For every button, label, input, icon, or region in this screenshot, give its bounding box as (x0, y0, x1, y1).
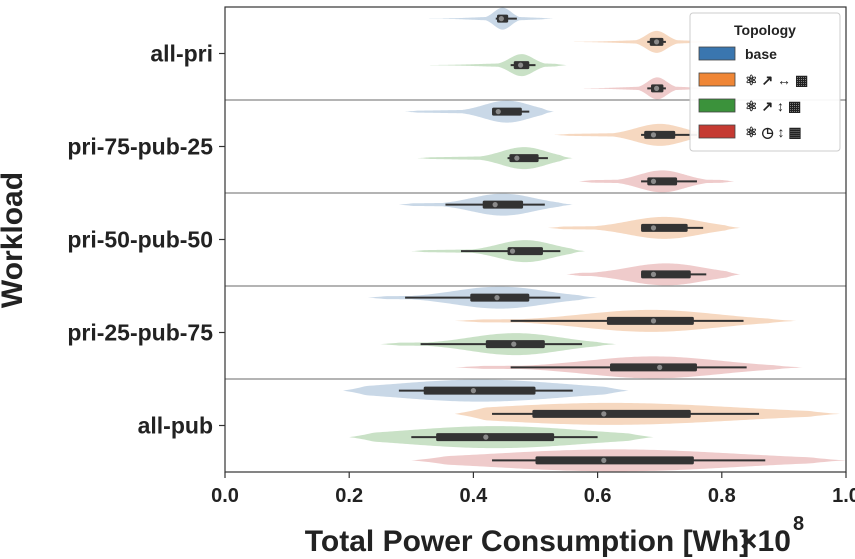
violin-all-pub-s2-iqr-box (436, 433, 555, 442)
x-tick-label: 0.4 (459, 485, 488, 507)
violin-all-pub-s1-iqr-box (532, 409, 691, 418)
violin-all-pub-s0-iqr-box (423, 386, 536, 395)
legend-label: base (745, 46, 777, 62)
violin-all-pub-s3-median (601, 457, 607, 463)
y-tick-label: pri-50-pub-50 (67, 227, 213, 253)
violin-all-pri-s2-median (517, 62, 524, 68)
y-tick-label: pri-25-pub-75 (67, 320, 213, 346)
x-axis-multiplier-exponent: 8 (793, 513, 804, 535)
violin-pri-25-pub-75-s0-median (494, 295, 500, 301)
violins-layer (342, 7, 846, 472)
violin-pri-50-pub-50-s2-median (509, 248, 516, 254)
x-tick-label: 0.6 (584, 485, 612, 507)
legend-label: ⚛ ↗ ↔ ▦ (745, 72, 808, 88)
violin-pri-25-pub-75-s2-median (511, 341, 517, 347)
y-tick-label: all-pub (138, 413, 213, 439)
y-tick-labels: all-pri pri-75-pub-25 pri-50-pub-50 pri-25-… (67, 41, 225, 439)
violin-pri-50-pub-50-s1-median (650, 225, 657, 231)
x-tick-labels: 0.0 0.2 0.4 0.6 0.8 1.0 (211, 472, 855, 507)
violin-pri-50-pub-50-s3-median (650, 271, 657, 277)
violin-pri-25-pub-75-s3-iqr-box (610, 363, 697, 372)
violin-all-pub-s2-median (483, 434, 489, 440)
violin-all-pri-s2 (423, 54, 567, 77)
violin-all-pri-s1-median (653, 39, 660, 45)
violin-pri-50-pub-50-s0-iqr-box (482, 200, 524, 209)
violin-pri-50-pub-50-s0-median (492, 202, 498, 208)
legend-label: ⚛ ◷ ↕ ▦ (745, 124, 802, 140)
violin-pri-75-pub-25-s1-iqr-box (644, 130, 676, 139)
violin-pri-25-pub-75-s3-median (657, 364, 663, 370)
violin-pri-25-pub-75-s0-iqr-box (470, 293, 530, 302)
x-tick-label: 1.0 (832, 485, 855, 507)
violin-all-pub-s0-median (470, 388, 476, 394)
legend-swatch (698, 72, 736, 87)
violin-pri-25-pub-75-s1-iqr-box (606, 316, 694, 325)
violin-pri-50-pub-50-s1-iqr-box (641, 223, 688, 232)
violin-pri-75-pub-25-s3-median (650, 178, 657, 184)
legend-swatch (698, 98, 736, 113)
violin-pri-50-pub-50-s3-iqr-box (641, 270, 691, 279)
violin-pri-75-pub-25-s2-median (514, 155, 520, 161)
legend-label: ⚛ ↗ ↕ ▦ (745, 98, 801, 114)
violin-pri-50-pub-50-s2-iqr-box (507, 247, 543, 256)
violin-pri-75-pub-25-s0-median (495, 109, 501, 115)
violin-pri-25-pub-75-s1-median (650, 318, 657, 324)
x-tick-label: 0.2 (335, 485, 363, 507)
violin-pri-75-pub-25-s0 (405, 100, 555, 123)
violin-all-pub-s3-iqr-box (535, 456, 694, 465)
violin-pri-75-pub-25-s2 (417, 147, 573, 170)
x-axis-label: Total Power Consumption [Wh] (305, 525, 749, 558)
legend: Topology base ⚛ ↗ ↔ ▦ ⚛ ↗ ↕ ▦ ⚛ ◷ ↕ ▦ (689, 12, 841, 152)
violin-pri-75-pub-25-s2-iqr-box (509, 154, 539, 163)
legend-swatch (698, 124, 736, 139)
legend-swatch (698, 46, 736, 61)
violin-pri-75-pub-25-s1-median (650, 132, 657, 138)
violin-all-pri-s0-median (498, 16, 504, 22)
x-axis-multiplier: ×10 (740, 525, 791, 558)
legend-title: Topology (734, 22, 796, 38)
violin-all-pri-s3-median (653, 85, 660, 91)
y-tick-label: all-pri (150, 41, 213, 67)
violin-all-pub-s1-median (601, 411, 607, 417)
y-tick-label: pri-75-pub-25 (67, 134, 213, 160)
violin-all-pri-s0 (405, 7, 555, 30)
y-axis-label: Workload (0, 172, 29, 308)
x-tick-label: 0.0 (211, 485, 239, 507)
x-tick-label: 0.8 (708, 485, 736, 507)
legend-entries: base ⚛ ↗ ↔ ▦ ⚛ ↗ ↕ ▦ ⚛ ◷ ↕ ▦ (698, 46, 808, 140)
